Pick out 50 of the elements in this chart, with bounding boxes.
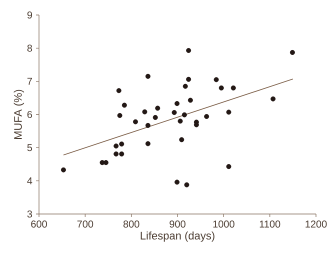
y-axis-title: MUFA (%)	[14, 90, 24, 139]
point	[204, 114, 210, 119]
point	[178, 118, 183, 124]
point	[132, 119, 138, 124]
y-tick-label: 7	[27, 78, 32, 85]
point	[182, 84, 188, 89]
x-tick-label: 700	[77, 220, 94, 228]
point	[155, 106, 160, 111]
point	[226, 110, 232, 115]
y-tick-label: 8	[27, 44, 32, 52]
y-tick-label: 5	[27, 144, 32, 152]
point	[184, 182, 190, 188]
point	[114, 144, 119, 149]
point	[214, 77, 219, 82]
y-tick-label: 6	[27, 110, 32, 118]
point	[122, 102, 127, 108]
x-tick-label: 1100	[260, 220, 280, 228]
point	[174, 180, 180, 185]
point	[186, 76, 192, 82]
x-tick-label: 1200	[306, 220, 327, 228]
point	[116, 88, 122, 94]
point	[119, 142, 124, 147]
y-tick-label: 3	[27, 210, 32, 218]
point	[226, 164, 232, 170]
point	[119, 151, 124, 156]
point	[179, 137, 184, 142]
x-tick-label: 900	[170, 220, 186, 228]
point	[142, 109, 148, 114]
point	[270, 96, 276, 102]
point	[182, 112, 187, 118]
point	[145, 122, 150, 128]
x-tick-label: 800	[123, 220, 140, 228]
point	[60, 167, 66, 172]
point	[145, 74, 150, 79]
point	[188, 98, 193, 103]
point	[114, 151, 119, 156]
point	[172, 110, 177, 116]
x-axis-title: Lifespan (days)	[140, 231, 214, 242]
point	[230, 85, 236, 90]
point	[218, 85, 224, 90]
point	[174, 101, 180, 106]
point	[117, 113, 122, 118]
point	[152, 114, 158, 120]
point	[290, 50, 295, 55]
x-tick-label: 600	[31, 220, 47, 228]
point	[145, 141, 150, 146]
y-tick-label: 9	[27, 11, 32, 19]
y-tick-label: 4	[27, 177, 32, 184]
x-tick-label: 1000	[213, 220, 234, 228]
point	[186, 48, 192, 53]
